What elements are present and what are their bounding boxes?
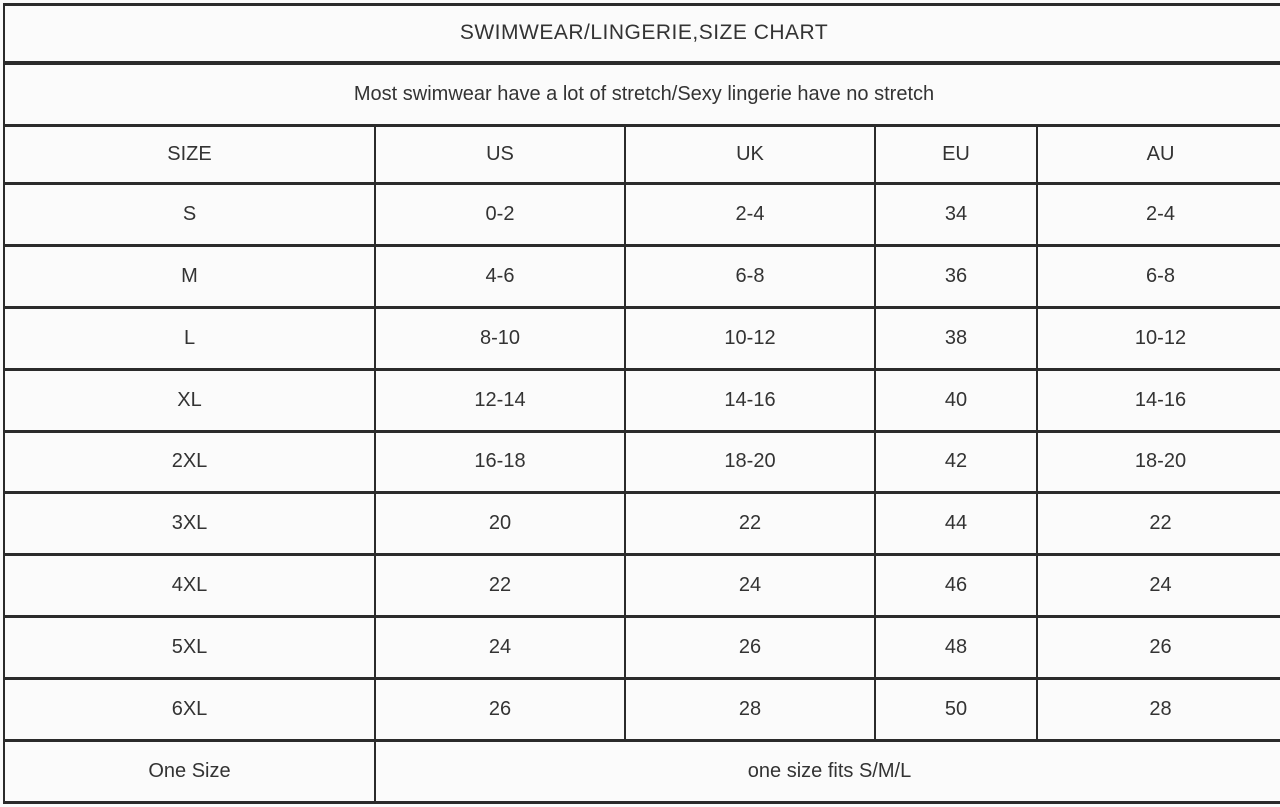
chart-subtitle: Most swimwear have a lot of stretch/Sexy… (2, 61, 1280, 127)
us-cell: 20 (374, 491, 626, 557)
size-cell: One Size (3, 739, 376, 804)
table-row-2xl: 2XL 16-18 18-20 42 18-20 (3, 429, 1280, 495)
us-cell: 12-14 (374, 367, 626, 433)
au-cell: 10-12 (1035, 305, 1280, 371)
uk-cell: 22 (624, 491, 876, 557)
eu-cell: 42 (874, 429, 1038, 495)
column-header-au: AU (1035, 124, 1280, 185)
table-row-3xl: 3XL 20 22 44 22 (3, 491, 1280, 557)
eu-cell: 34 (874, 182, 1038, 247)
size-cell: M (3, 243, 376, 309)
one-size-note-cell: one size fits S/M/L (373, 739, 1280, 804)
size-cell: 5XL (3, 615, 376, 680)
us-cell: 22 (374, 553, 626, 619)
uk-cell: 26 (624, 615, 876, 680)
table-row-one-size: One Size one size fits S/M/L (3, 739, 1280, 804)
au-cell: 18-20 (1035, 429, 1280, 495)
size-cell: S (3, 182, 376, 247)
us-cell: 4-6 (374, 243, 626, 309)
title-row: SWIMWEAR/LINGERIE,SIZE CHART (2, 3, 1280, 65)
us-cell: 26 (374, 677, 626, 742)
uk-cell: 24 (624, 553, 876, 619)
eu-cell: 40 (874, 367, 1038, 433)
table-row-s: S 0-2 2-4 34 2-4 (3, 182, 1280, 247)
au-cell: 26 (1035, 615, 1280, 680)
table-row-5xl: 5XL 24 26 48 26 (3, 615, 1280, 680)
uk-cell: 14-16 (624, 367, 876, 433)
uk-cell: 10-12 (624, 305, 876, 371)
au-cell: 2-4 (1035, 182, 1280, 247)
eu-cell: 50 (874, 677, 1038, 742)
header-row: SIZE US UK EU AU (3, 124, 1280, 185)
subtitle-row: Most swimwear have a lot of stretch/Sexy… (2, 61, 1280, 127)
size-cell: L (3, 305, 376, 371)
au-cell: 14-16 (1035, 367, 1280, 433)
us-cell: 0-2 (374, 182, 626, 247)
column-header-us: US (374, 124, 626, 185)
column-header-size: SIZE (3, 124, 376, 185)
eu-cell: 44 (874, 491, 1038, 557)
table-row-m: M 4-6 6-8 36 6-8 (3, 243, 1280, 309)
table-row-xl: XL 12-14 14-16 40 14-16 (3, 367, 1280, 433)
uk-cell: 6-8 (624, 243, 876, 309)
uk-cell: 28 (624, 677, 876, 742)
chart-title: SWIMWEAR/LINGERIE,SIZE CHART (2, 3, 1280, 65)
size-cell: 2XL (3, 429, 376, 495)
eu-cell: 38 (874, 305, 1038, 371)
table-row-l: L 8-10 10-12 38 10-12 (3, 305, 1280, 371)
us-cell: 8-10 (374, 305, 626, 371)
size-cell: 4XL (3, 553, 376, 619)
eu-cell: 46 (874, 553, 1038, 619)
eu-cell: 48 (874, 615, 1038, 680)
size-cell: 6XL (3, 677, 376, 742)
au-cell: 28 (1035, 677, 1280, 742)
au-cell: 22 (1035, 491, 1280, 557)
us-cell: 24 (374, 615, 626, 680)
column-header-uk: UK (624, 124, 876, 185)
size-cell: XL (3, 367, 376, 433)
au-cell: 24 (1035, 553, 1280, 619)
uk-cell: 2-4 (624, 182, 876, 247)
column-header-eu: EU (874, 124, 1038, 185)
au-cell: 6-8 (1035, 243, 1280, 309)
us-cell: 16-18 (374, 429, 626, 495)
size-chart-table: SWIMWEAR/LINGERIE,SIZE CHART Most swimwe… (2, 3, 1280, 804)
eu-cell: 36 (874, 243, 1038, 309)
table-row-6xl: 6XL 26 28 50 28 (3, 677, 1280, 742)
table-row-4xl: 4XL 22 24 46 24 (3, 553, 1280, 619)
size-cell: 3XL (3, 491, 376, 557)
uk-cell: 18-20 (624, 429, 876, 495)
